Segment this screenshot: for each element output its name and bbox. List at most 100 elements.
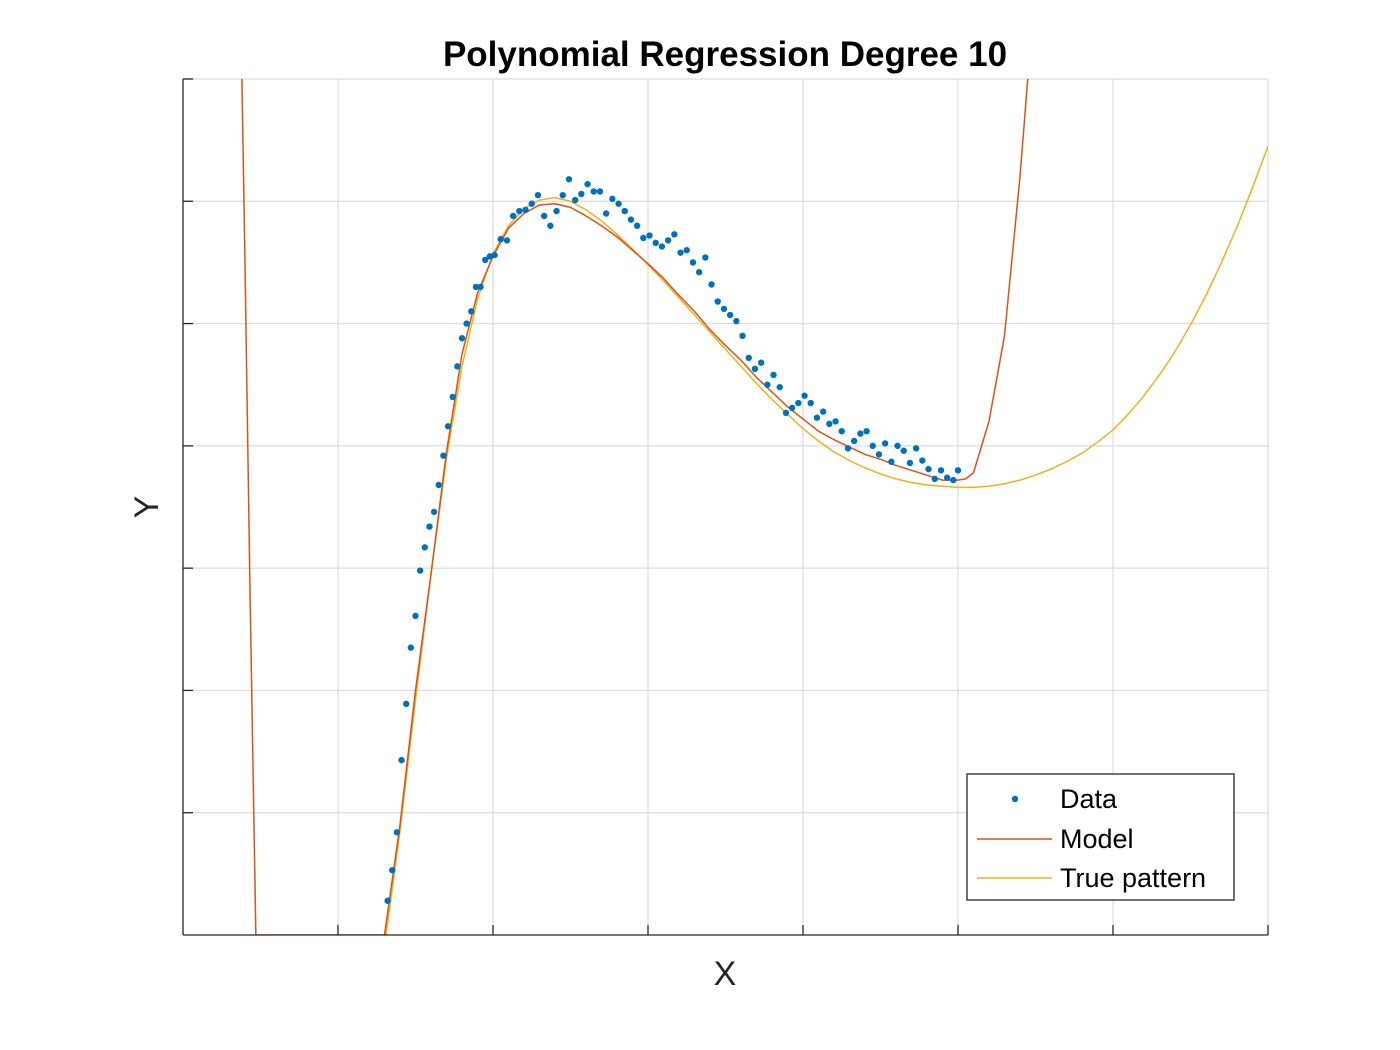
legend-label-data: Data [1060, 784, 1118, 814]
data-point [522, 206, 529, 214]
data-point [435, 481, 442, 489]
legend-box [966, 773, 1235, 901]
legend-data-marker [1011, 795, 1019, 803]
data-point [412, 612, 419, 620]
data-point [553, 207, 560, 215]
data-point [403, 700, 410, 708]
data-point [869, 442, 876, 450]
legend-label-true-pattern: True pattern [1060, 863, 1206, 893]
data-point [398, 756, 405, 764]
data-point [449, 393, 456, 401]
data-point [795, 399, 802, 407]
data-point [497, 235, 504, 243]
data-point [764, 381, 771, 388]
data-point [421, 544, 428, 551]
data-point [943, 474, 951, 481]
data-point [801, 392, 808, 399]
x-axis-label: X [714, 955, 737, 993]
data-point [664, 237, 672, 244]
data-point [430, 508, 438, 516]
data-point [444, 423, 452, 430]
data-point [463, 320, 470, 327]
data-point [733, 317, 740, 325]
data-point [788, 404, 796, 412]
data-point [838, 427, 845, 435]
y-axis-label: Y [128, 496, 166, 519]
data-point [695, 269, 703, 276]
data-point [503, 237, 511, 244]
data-point [807, 399, 814, 407]
data-point [739, 332, 746, 339]
data-point [547, 222, 554, 229]
data-point [658, 243, 666, 250]
data-point [646, 232, 653, 239]
data-point [888, 458, 895, 465]
data-point [602, 210, 610, 217]
data-point [720, 305, 728, 313]
data-point [751, 365, 759, 373]
data-point [900, 447, 907, 454]
data-point [516, 207, 523, 215]
data-point [468, 308, 475, 315]
legend: Data Model True pattern [966, 773, 1235, 901]
data-point [863, 427, 870, 435]
data-point [683, 247, 690, 254]
data-point [671, 231, 678, 238]
data-point [714, 298, 721, 305]
data-point [931, 475, 938, 483]
data-point [776, 383, 783, 391]
data-point [482, 256, 489, 264]
data-point [454, 363, 461, 370]
data-point [906, 459, 914, 467]
data-point [954, 467, 962, 474]
data-point [819, 408, 827, 415]
model-line [241, 79, 1029, 935]
data-point [440, 452, 447, 459]
data-point [640, 234, 647, 242]
data-point [578, 190, 585, 198]
data-point [571, 196, 579, 204]
data-point [528, 200, 535, 207]
data-point [726, 311, 734, 319]
data-point [832, 418, 839, 425]
data-point [393, 829, 401, 836]
data-point [702, 254, 709, 261]
data-point [615, 200, 622, 207]
data-point [782, 409, 790, 417]
data-point [925, 465, 932, 473]
data-point [912, 445, 920, 452]
legend-label-model: Model [1060, 824, 1134, 854]
series-layer [241, 79, 1268, 935]
data-point [937, 467, 945, 474]
data-point [745, 354, 752, 362]
data-point [491, 251, 498, 259]
data-point [757, 359, 765, 366]
data-point [621, 207, 628, 215]
data-point [509, 212, 517, 220]
data-point [677, 249, 684, 256]
data-point [844, 445, 852, 452]
data-point [708, 281, 715, 288]
chart-title: Polynomial Regression Degree 10 [443, 35, 1007, 74]
data-point [477, 283, 484, 291]
data-point [652, 239, 659, 247]
data-point [584, 180, 591, 188]
data-point [609, 195, 616, 203]
data-point [559, 191, 566, 199]
data-point [384, 897, 391, 904]
data-point [458, 335, 466, 342]
data-point [881, 440, 889, 447]
data-point [857, 430, 864, 437]
data-point [627, 216, 635, 223]
data-point [472, 283, 480, 291]
data-point [426, 523, 433, 530]
data-point [534, 191, 542, 199]
axes [182, 78, 1269, 936]
data-point [565, 176, 573, 183]
data-point [590, 188, 597, 195]
data-point [689, 259, 697, 266]
data-point [633, 222, 641, 229]
data-point [813, 414, 821, 421]
data-point [407, 644, 415, 651]
